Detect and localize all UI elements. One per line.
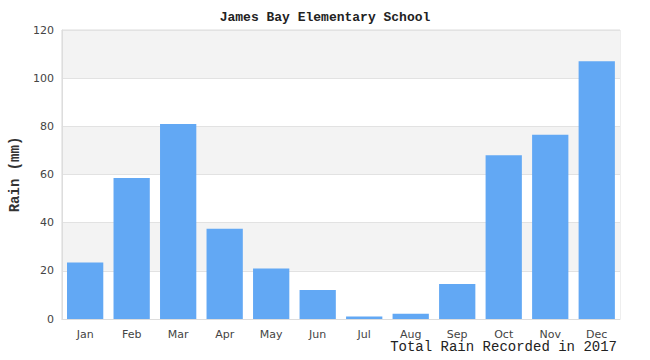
svg-text:Apr: Apr <box>215 328 235 341</box>
svg-text:James Bay Elementary School: James Bay Elementary School <box>220 10 431 25</box>
svg-text:Dec: Dec <box>586 328 608 341</box>
svg-text:Nov: Nov <box>539 328 561 341</box>
svg-text:Mar: Mar <box>168 328 189 341</box>
svg-text:80: 80 <box>40 120 54 133</box>
svg-text:Jul: Jul <box>357 328 371 341</box>
svg-text:Jan: Jan <box>76 328 94 341</box>
svg-text:Aug: Aug <box>400 328 422 341</box>
svg-text:Rain (mm): Rain (mm) <box>7 137 23 213</box>
svg-text:40: 40 <box>40 216 54 229</box>
svg-text:0: 0 <box>47 313 54 326</box>
svg-text:60: 60 <box>40 168 54 181</box>
svg-text:May: May <box>260 328 283 341</box>
svg-text:Oct: Oct <box>494 328 514 341</box>
svg-text:Jun: Jun <box>308 328 326 341</box>
svg-text:120: 120 <box>33 24 54 37</box>
svg-text:Feb: Feb <box>122 328 141 341</box>
svg-text:Total Rain Recorded in 2017: Total Rain Recorded in 2017 <box>390 339 617 355</box>
svg-text:20: 20 <box>40 264 54 277</box>
svg-text:100: 100 <box>33 72 54 85</box>
svg-text:Sep: Sep <box>446 328 468 341</box>
